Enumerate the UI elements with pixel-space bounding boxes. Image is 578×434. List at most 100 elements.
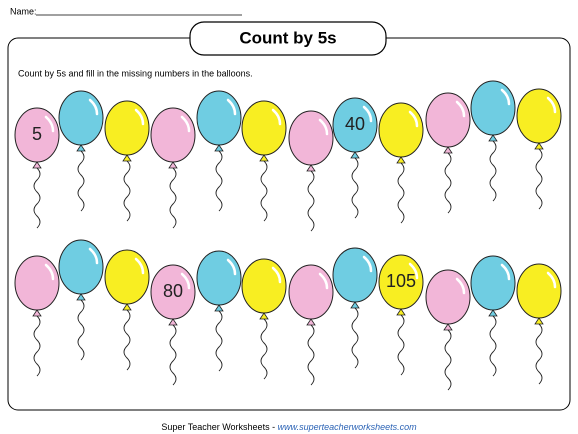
balloon (378, 254, 424, 310)
balloon (470, 255, 516, 311)
balloon-shine (180, 272, 191, 290)
balloon-knot (396, 156, 406, 164)
balloon-string (215, 310, 223, 372)
balloon-string (77, 150, 85, 212)
balloon (378, 102, 424, 158)
balloon-string (351, 307, 359, 369)
balloon-knot (168, 318, 178, 326)
balloon-shine (226, 258, 237, 276)
balloon-shine (134, 257, 145, 275)
balloon (332, 247, 378, 303)
balloon-string (489, 315, 497, 377)
balloon-string (397, 162, 405, 224)
balloon (14, 255, 60, 311)
balloon (516, 88, 562, 144)
balloon (288, 264, 334, 320)
balloon (150, 264, 196, 320)
balloon-shine (180, 115, 191, 133)
balloon-shine (88, 98, 99, 116)
balloon-shine (44, 263, 55, 281)
balloon-knot (76, 293, 86, 301)
balloon-string (489, 140, 497, 202)
balloon (241, 258, 287, 314)
balloon-string (307, 324, 315, 386)
balloon-number: 40 (345, 114, 365, 134)
balloon-string (123, 160, 131, 222)
balloon-knot (443, 146, 453, 154)
balloon-knot (534, 142, 544, 150)
balloon (516, 263, 562, 319)
balloon-shine (226, 98, 237, 116)
balloon-knot (122, 303, 132, 311)
balloon-shine (318, 272, 329, 290)
balloon-shine (455, 100, 466, 118)
balloon-shine (500, 88, 511, 106)
balloon-string (444, 329, 452, 391)
balloon-string (535, 323, 543, 385)
balloon-string (260, 160, 268, 222)
balloon-shine (271, 108, 282, 126)
balloon-knot (306, 164, 316, 172)
balloon-shine (134, 108, 145, 126)
balloon (425, 92, 471, 148)
balloon (288, 110, 334, 166)
balloon-string (535, 148, 543, 210)
balloon (196, 90, 242, 146)
balloon (104, 249, 150, 305)
balloon (58, 90, 104, 146)
balloon-shine (408, 110, 419, 128)
balloon-string (123, 309, 131, 371)
balloon-string (307, 170, 315, 232)
balloon-string (77, 299, 85, 361)
balloon (470, 80, 516, 136)
balloon-number: 5 (32, 124, 42, 144)
balloon-knot (259, 312, 269, 320)
balloon-knot (32, 161, 42, 169)
balloon-knot (122, 154, 132, 162)
balloon (150, 107, 196, 163)
balloon-knot (32, 309, 42, 317)
name-label: Name: (10, 6, 37, 16)
balloon-knot (259, 154, 269, 162)
balloon-number: 105 (386, 271, 416, 291)
balloon-knot (534, 317, 544, 325)
balloon-shine (88, 247, 99, 265)
balloon-string (444, 152, 452, 214)
balloon (14, 107, 60, 163)
balloon-knot (214, 304, 224, 312)
balloon-knot (306, 318, 316, 326)
balloon-knot (168, 161, 178, 169)
balloon-string (215, 150, 223, 212)
balloon-string (33, 167, 41, 229)
footer-text: Super Teacher Worksheets - (161, 422, 277, 432)
balloon-shine (362, 255, 373, 273)
balloon-string (397, 314, 405, 376)
balloon-string (260, 318, 268, 380)
balloons: 5 40 80 105 (14, 80, 562, 391)
balloon-knot (350, 151, 360, 159)
balloon (104, 100, 150, 156)
balloon-shine (408, 262, 419, 280)
balloon-shine (546, 271, 557, 289)
balloon-shine (271, 266, 282, 284)
balloon-string (169, 167, 177, 229)
balloon (196, 250, 242, 306)
balloon (58, 239, 104, 295)
balloon-knot (350, 301, 360, 309)
footer: Super Teacher Worksheets - www.superteac… (161, 422, 417, 432)
balloon-knot (488, 309, 498, 317)
balloon-shine (546, 96, 557, 114)
footer-link[interactable]: www.superteacherworksheets.com (278, 422, 418, 432)
balloon-string (351, 157, 359, 219)
instructions: Count by 5s and fill in the missing numb… (18, 68, 253, 78)
balloon-string (169, 324, 177, 386)
balloon-shine (44, 115, 55, 133)
balloon-knot (488, 134, 498, 142)
balloon (241, 100, 287, 156)
balloon-shine (362, 105, 373, 123)
balloon-knot (214, 144, 224, 152)
balloon-string (33, 315, 41, 377)
balloon-shine (318, 118, 329, 136)
balloon-number: 80 (163, 281, 183, 301)
balloon-knot (76, 144, 86, 152)
